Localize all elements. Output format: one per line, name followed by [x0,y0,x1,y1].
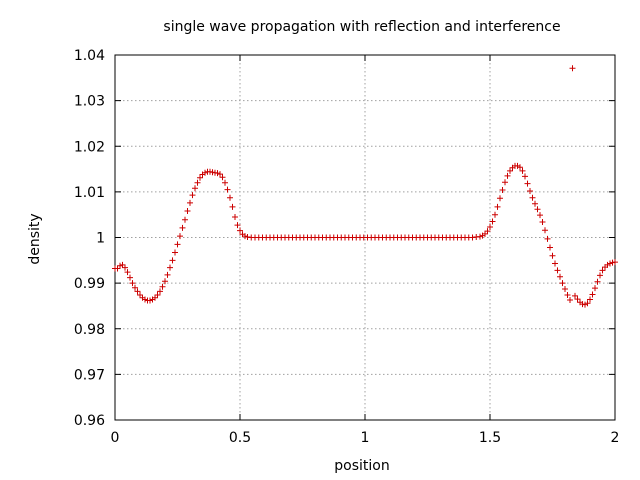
data-point [597,272,603,279]
y-tick-label: 0.96 [74,413,105,429]
x-axis-label: position [334,458,389,474]
y-tick-label: 1 [96,231,105,247]
data-points [112,65,618,308]
data-point [237,227,243,234]
y-tick-label: 1.03 [74,94,105,110]
data-point [497,195,503,202]
y-axis-label: density [27,213,43,264]
data-point [182,216,188,223]
data-point [132,284,138,291]
data-point [594,278,601,285]
data-point [562,286,568,293]
data-point [532,200,538,207]
data-point [574,296,581,303]
data-point [492,211,498,218]
data-point [534,206,541,213]
data-point [499,187,506,194]
y-tick-labels: 0.96 0.97 0.98 0.99 1 1.01 1.02 1.03 1.04 [74,48,105,429]
data-point [519,167,526,174]
data-point [162,278,168,285]
data-point [127,274,133,281]
data-point [159,283,166,290]
data-point [549,252,556,259]
data-point [557,273,563,280]
data-point [547,244,553,251]
y-tick-label: 1.02 [74,139,105,155]
data-point [554,267,561,274]
data-point [134,288,141,295]
data-point [164,271,171,278]
data-point [124,269,131,276]
data-point [537,212,543,219]
plot-frame [114,54,616,421]
data-point [589,291,596,298]
data-point [504,172,511,179]
data-point [169,257,176,264]
data-point [552,260,558,267]
data-point [494,203,501,210]
x-tick-label: 0.5 [229,430,251,446]
y-tick-label: 1.04 [74,48,105,64]
data-point [487,224,493,231]
data-point [572,292,578,299]
data-point [219,174,226,181]
data-point [167,264,173,271]
y-tick-label: 0.98 [74,322,105,338]
data-point [154,291,161,298]
data-point [232,213,238,220]
data-point [564,291,571,298]
data-point [224,186,231,193]
y-tick-label: 1.01 [74,185,105,201]
data-point [544,235,551,242]
data-point [584,300,591,307]
data-point [129,280,136,287]
data-point [524,180,531,187]
data-point [229,203,236,210]
data-point [567,297,573,304]
data-point [592,285,598,292]
data-point [234,222,241,229]
data-point [599,267,606,274]
data-point [227,194,233,201]
x-tick-label: 1.5 [479,430,501,446]
data-point [192,185,198,192]
data-point [527,187,533,194]
data-point [569,65,576,72]
data-point [539,218,546,225]
data-point [194,179,201,186]
data-point [157,288,163,295]
data-point [222,179,228,186]
data-point [507,167,513,174]
x-tick-label: 0 [111,430,120,446]
data-point [502,179,508,186]
y-tick-label: 0.97 [74,367,105,383]
data-point [179,224,186,231]
chart-title: single wave propagation with reflection … [163,19,560,35]
data-point [172,249,178,256]
data-point [522,173,528,180]
data-point [184,208,191,215]
x-tick-label: 1 [361,430,370,446]
data-point [587,296,593,303]
grid-lines [115,55,615,420]
data-point [517,164,523,171]
data-point [559,280,566,287]
x-tick-labels: 0 0.5 1 1.5 2 [111,430,620,446]
data-point [174,241,181,248]
x-tick-label: 2 [611,430,620,446]
data-point [612,259,618,266]
data-point [189,192,196,199]
data-point [177,233,183,240]
data-point [542,227,548,234]
data-point [529,194,536,201]
data-point [187,199,193,206]
data-point [484,228,491,235]
data-point [217,171,223,178]
data-point [489,218,496,225]
data-point [197,174,203,181]
y-tick-label: 0.99 [74,276,105,292]
data-point [122,264,128,271]
